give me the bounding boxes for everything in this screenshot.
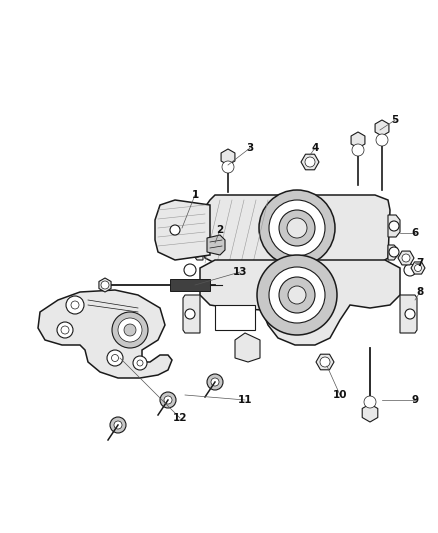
- Circle shape: [185, 309, 195, 319]
- Text: 9: 9: [411, 395, 419, 405]
- Polygon shape: [155, 200, 210, 260]
- Circle shape: [211, 378, 219, 386]
- Polygon shape: [388, 245, 397, 260]
- Circle shape: [137, 360, 143, 366]
- Circle shape: [207, 374, 223, 390]
- Circle shape: [287, 218, 307, 238]
- Text: 12: 12: [173, 413, 187, 423]
- Polygon shape: [235, 333, 260, 362]
- Polygon shape: [221, 149, 235, 165]
- Polygon shape: [38, 290, 172, 378]
- Circle shape: [389, 247, 399, 257]
- Circle shape: [352, 144, 364, 156]
- Circle shape: [192, 247, 202, 257]
- Circle shape: [259, 190, 335, 266]
- Circle shape: [107, 350, 123, 366]
- Circle shape: [279, 210, 315, 246]
- Circle shape: [269, 267, 325, 323]
- Text: 4: 4: [311, 143, 319, 153]
- Circle shape: [114, 421, 122, 429]
- Circle shape: [279, 277, 315, 313]
- Text: 10: 10: [333, 390, 347, 400]
- Circle shape: [118, 318, 142, 342]
- Circle shape: [402, 254, 410, 262]
- Circle shape: [184, 264, 196, 276]
- Polygon shape: [215, 305, 255, 330]
- Polygon shape: [411, 262, 425, 274]
- Circle shape: [160, 392, 176, 408]
- Text: 6: 6: [411, 228, 419, 238]
- Circle shape: [101, 281, 109, 289]
- Circle shape: [61, 326, 69, 334]
- Text: 2: 2: [216, 225, 224, 235]
- Circle shape: [222, 161, 234, 173]
- Polygon shape: [398, 251, 414, 265]
- Circle shape: [133, 356, 147, 370]
- Polygon shape: [351, 132, 365, 148]
- Text: 1: 1: [191, 190, 198, 200]
- Circle shape: [192, 221, 202, 231]
- Circle shape: [404, 264, 416, 276]
- Text: 7: 7: [416, 258, 424, 268]
- Circle shape: [170, 225, 180, 235]
- Circle shape: [124, 324, 136, 336]
- Circle shape: [112, 354, 119, 361]
- Polygon shape: [301, 154, 319, 170]
- Circle shape: [112, 312, 148, 348]
- Circle shape: [405, 309, 415, 319]
- Circle shape: [320, 357, 330, 367]
- Polygon shape: [194, 245, 203, 260]
- Text: 5: 5: [392, 115, 399, 125]
- Circle shape: [364, 396, 376, 408]
- Text: 11: 11: [238, 395, 252, 405]
- Text: 8: 8: [417, 287, 424, 297]
- Circle shape: [71, 301, 79, 309]
- Circle shape: [376, 134, 388, 146]
- Circle shape: [269, 200, 325, 256]
- Circle shape: [414, 264, 421, 271]
- Circle shape: [110, 417, 126, 433]
- Polygon shape: [207, 235, 225, 255]
- Circle shape: [288, 286, 306, 304]
- Circle shape: [66, 296, 84, 314]
- Polygon shape: [400, 295, 417, 333]
- Circle shape: [57, 322, 73, 338]
- Circle shape: [257, 255, 337, 335]
- Polygon shape: [99, 278, 111, 292]
- Polygon shape: [375, 120, 389, 136]
- Polygon shape: [388, 215, 400, 237]
- Polygon shape: [362, 404, 378, 422]
- Polygon shape: [200, 260, 400, 345]
- Circle shape: [389, 221, 399, 231]
- Polygon shape: [203, 195, 390, 263]
- Text: 3: 3: [246, 143, 254, 153]
- Polygon shape: [183, 295, 200, 333]
- Circle shape: [305, 157, 315, 167]
- Text: 13: 13: [233, 267, 247, 277]
- Polygon shape: [316, 354, 334, 370]
- Circle shape: [164, 396, 172, 404]
- Polygon shape: [192, 215, 203, 237]
- Polygon shape: [170, 279, 210, 291]
